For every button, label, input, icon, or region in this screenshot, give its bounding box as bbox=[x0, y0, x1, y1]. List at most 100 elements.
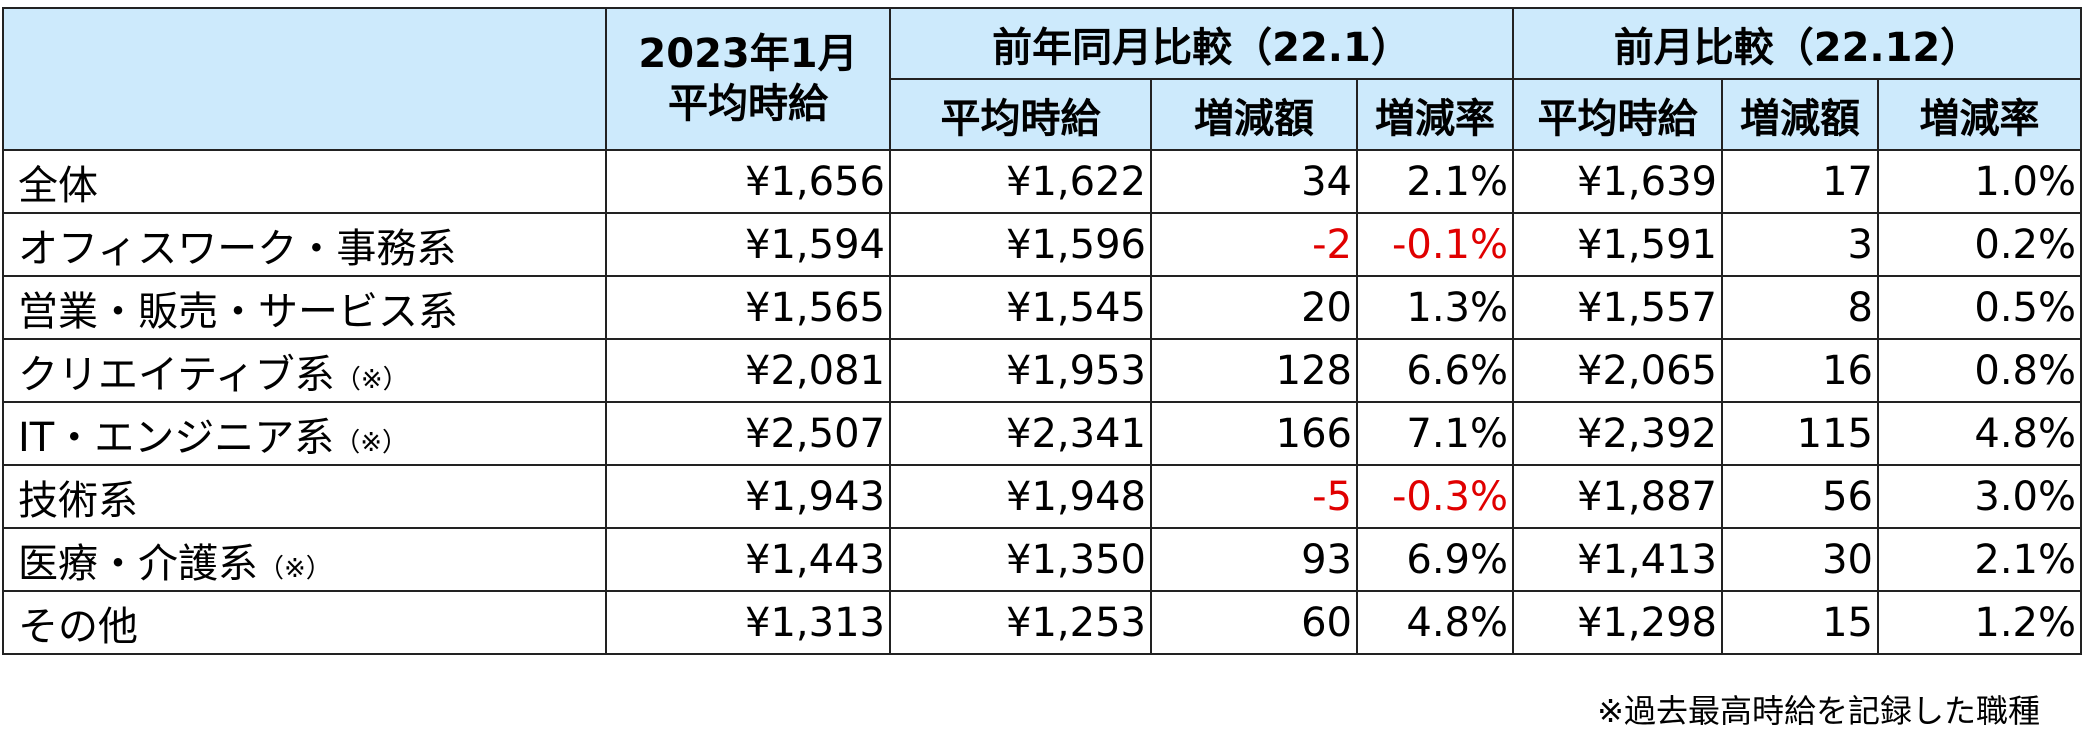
cell: 3 bbox=[1721, 212, 1879, 277]
cell: ¥1,253 bbox=[889, 590, 1152, 655]
table-wrap: 2023年1月 平均時給 前年同月比較（22.1） 前月比較（22.12） 平均時給 増減… bbox=[2, 7, 2082, 655]
label-note: （※） bbox=[334, 427, 409, 458]
cell: 166 bbox=[1150, 401, 1358, 466]
data-row: クリエイティブ系（※） ¥2,081 ¥1,953 128 6.6% ¥2,065 16 0.… bbox=[2, 338, 2082, 403]
cell: ¥1,953 bbox=[889, 338, 1152, 403]
cell: ¥1,596 bbox=[889, 212, 1152, 277]
header-row: 2023年1月 平均時給 前年同月比較（22.1） 前月比較（22.12） bbox=[2, 7, 2082, 151]
row-label: 営業・販売・サービス系 bbox=[2, 275, 607, 340]
cell: ¥1,298 bbox=[1512, 590, 1723, 655]
cell: 15 bbox=[1721, 590, 1879, 655]
label-note: （※） bbox=[258, 553, 332, 584]
cell: 7.1% bbox=[1356, 401, 1514, 466]
cell: 128 bbox=[1150, 338, 1358, 403]
cell: 3.0% bbox=[1877, 464, 2082, 529]
cell: 0.5% bbox=[1877, 275, 2082, 340]
row-label: 医療・介護系（※） bbox=[2, 527, 607, 592]
sub-header: 増減額 bbox=[1150, 78, 1358, 151]
label-text: 医療・介護系 bbox=[18, 540, 258, 587]
cell: 1.0% bbox=[1877, 149, 2082, 214]
row-label: クリエイティブ系（※） bbox=[2, 338, 607, 403]
cell: ¥1,313 bbox=[605, 590, 891, 655]
cell: ¥1,594 bbox=[605, 212, 891, 277]
cell: ¥1,565 bbox=[605, 275, 891, 340]
cell: 1.3% bbox=[1356, 275, 1514, 340]
corner-line: 2023年1月 bbox=[638, 31, 858, 77]
cell: -2 bbox=[1150, 212, 1358, 277]
data-row: その他 ¥1,313 ¥1,253 60 4.8% ¥1,298 15 1.2% bbox=[2, 590, 2082, 655]
cell: 56 bbox=[1721, 464, 1879, 529]
cell: 6.6% bbox=[1356, 338, 1514, 403]
cell: ¥2,081 bbox=[605, 338, 891, 403]
cell: ¥1,656 bbox=[605, 149, 891, 214]
row-label: その他 bbox=[2, 590, 607, 655]
sub-header: 平均時給 bbox=[889, 78, 1152, 151]
cell: 2.1% bbox=[1356, 149, 1514, 214]
cell: ¥2,507 bbox=[605, 401, 891, 466]
cell: ¥1,443 bbox=[605, 527, 891, 592]
corner-blank bbox=[2, 7, 607, 151]
cell: ¥1,545 bbox=[889, 275, 1152, 340]
row-label: 技術系 bbox=[2, 464, 607, 529]
cell: 115 bbox=[1721, 401, 1879, 466]
cell: ¥2,392 bbox=[1512, 401, 1723, 466]
cell: 60 bbox=[1150, 590, 1358, 655]
cell: ¥2,065 bbox=[1512, 338, 1723, 403]
cell: 16 bbox=[1721, 338, 1879, 403]
cell: 6.9% bbox=[1356, 527, 1514, 592]
label-text: クリエイティブ系 bbox=[18, 351, 335, 398]
label-text: 技術系 bbox=[18, 477, 138, 524]
data-row: IT・エンジニア系（※） ¥2,507 ¥2,341 166 7.1% ¥2,392 115… bbox=[2, 401, 2082, 466]
cell: 30 bbox=[1721, 527, 1879, 592]
cell: -5 bbox=[1150, 464, 1358, 529]
row-label: IT・エンジニア系（※） bbox=[2, 401, 607, 466]
wage-table: 2023年1月 平均時給 前年同月比較（22.1） 前月比較（22.12） 平均時給 増減… bbox=[2, 7, 2082, 655]
cell: 0.8% bbox=[1877, 338, 2082, 403]
corner-header: 2023年1月 平均時給 bbox=[605, 7, 891, 151]
table-body: 全体 ¥1,656 ¥1,622 34 2.1% ¥1,639 17 1.0% オフィスワーク・… bbox=[2, 149, 2082, 655]
group-header: 前月比較（22.12） bbox=[1512, 7, 2082, 80]
cell: 34 bbox=[1150, 149, 1358, 214]
data-row: オフィスワーク・事務系 ¥1,594 ¥1,596 -2 -0.1% ¥1,591 3 0.2… bbox=[2, 212, 2082, 277]
data-row: 技術系 ¥1,943 ¥1,948 -5 -0.3% ¥1,887 56 3.0% bbox=[2, 464, 2082, 529]
cell: 17 bbox=[1721, 149, 1879, 214]
cell: ¥1,557 bbox=[1512, 275, 1723, 340]
data-row: 全体 ¥1,656 ¥1,622 34 2.1% ¥1,639 17 1.0% bbox=[2, 149, 2082, 214]
cell: ¥1,413 bbox=[1512, 527, 1723, 592]
data-row: 営業・販売・サービス系 ¥1,565 ¥1,545 20 1.3% ¥1,557 8 0.5% bbox=[2, 275, 2082, 340]
corner-line: 平均時給 bbox=[668, 81, 828, 127]
cell: 2.1% bbox=[1877, 527, 2082, 592]
sub-header: 増減率 bbox=[1877, 78, 2082, 151]
cell: 8 bbox=[1721, 275, 1879, 340]
label-text: 営業・販売・サービス系 bbox=[18, 288, 458, 335]
cell: ¥1,622 bbox=[889, 149, 1152, 214]
cell: ¥1,639 bbox=[1512, 149, 1723, 214]
cell: ¥1,591 bbox=[1512, 212, 1723, 277]
label-text: オフィスワーク・事務系 bbox=[18, 225, 457, 272]
cell: 4.8% bbox=[1356, 590, 1514, 655]
header-row: 平均時給 増減額 増減率 平均時給 増減額 増減率 bbox=[3, 78, 2082, 151]
group-header: 前年同月比較（22.1） bbox=[889, 7, 1514, 80]
cell: 4.8% bbox=[1877, 401, 2082, 466]
cell: 0.2% bbox=[1877, 212, 2082, 277]
cell: 20 bbox=[1150, 275, 1358, 340]
data-row: 医療・介護系（※） ¥1,443 ¥1,350 93 6.9% ¥1,413 30 2.1% bbox=[2, 527, 2082, 592]
cell: ¥2,341 bbox=[889, 401, 1152, 466]
sub-header: 増減額 bbox=[1721, 78, 1879, 151]
cell: -0.3% bbox=[1356, 464, 1514, 529]
footnote: ※過去最高時給を記録した職種 bbox=[1597, 692, 2040, 730]
cell: 93 bbox=[1150, 527, 1358, 592]
cell: ¥1,943 bbox=[605, 464, 891, 529]
cell: ¥1,350 bbox=[889, 527, 1152, 592]
cell: ¥1,948 bbox=[889, 464, 1152, 529]
row-label: オフィスワーク・事務系 bbox=[2, 212, 607, 277]
cell: 1.2% bbox=[1877, 590, 2082, 655]
row-label: 全体 bbox=[2, 149, 607, 214]
label-text: IT・エンジニア系 bbox=[18, 414, 335, 461]
label-text: 全体 bbox=[18, 162, 98, 209]
cell: ¥1,887 bbox=[1512, 464, 1723, 529]
table-header: 2023年1月 平均時給 前年同月比較（22.1） 前月比較（22.12） 平均時給 増減… bbox=[2, 7, 2082, 151]
label-text: その他 bbox=[18, 603, 138, 650]
label-note: （※） bbox=[334, 364, 409, 395]
